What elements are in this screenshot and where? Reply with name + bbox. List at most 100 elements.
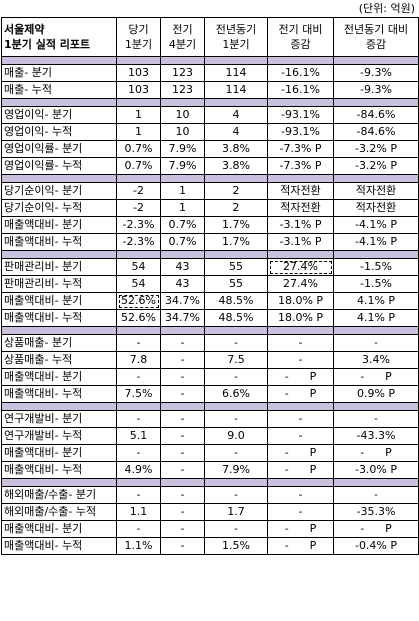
cell-yoy-change: -9.3%	[333, 64, 419, 82]
separator-cell	[116, 56, 161, 65]
separator-cell	[267, 478, 334, 487]
cell-qoq-change: -16.1%	[267, 81, 334, 99]
cell-prev-year-q: 48.5%	[204, 309, 268, 327]
table-row: 매출액대비- 분기 - - - - P- P	[1, 444, 419, 462]
separator-cell	[204, 174, 268, 183]
row-label: 판매관리비- 누적	[1, 275, 117, 293]
table-row: 매출액대비- 누적 4.9% -7.9% - P -3.0% P	[1, 461, 419, 479]
cell-yoy-change: -84.6%	[333, 123, 419, 141]
row-label: 영업이익- 누적	[1, 123, 117, 141]
row-label: 해외매출/수출- 누적	[1, 503, 117, 521]
cell-prev-q: 1	[160, 182, 205, 200]
cell-prev-q: 43	[160, 275, 205, 293]
cell-prev-year-q: 48.5%	[204, 292, 268, 310]
separator-cell	[160, 326, 205, 335]
table-row: 판매관리비- 분기 54 43 55 27.4% -1.5%	[1, 258, 419, 276]
cell-yoy-change: - P	[333, 444, 419, 462]
col-header-prev-q: 전기 4분기	[160, 17, 205, 57]
row-label: 매출액대비- 누적	[1, 385, 117, 403]
cell-prev-q: 43	[160, 258, 205, 276]
col-header-prev-year-q: 전년동기 1분기	[204, 17, 268, 57]
cell-prev-q: -	[160, 461, 205, 479]
row-label: 연구개발비- 누적	[1, 427, 117, 445]
cell-prev-year-q: 6.6%	[204, 385, 268, 403]
cell-prev-year-q: 1.5%	[204, 537, 268, 555]
cell-yoy-change: -4.1% P	[333, 216, 419, 234]
cell-current-q: 1.1	[116, 503, 161, 521]
table-row: 영업이익- 누적 1 10 4 -93.1% -84.6%	[1, 123, 419, 141]
cell-yoy-change: 0.9% P	[333, 385, 419, 403]
cell-yoy-change: -3.0% P	[333, 461, 419, 479]
separator-cell	[267, 250, 334, 259]
row-label: 당기순이익- 누적	[1, 199, 117, 217]
cell-qoq-change: 18.0% P	[267, 309, 334, 327]
cell-prev-q: 123	[160, 64, 205, 82]
row-label: 영업이익- 분기	[1, 106, 117, 124]
table-row: 매출액대비- 분기 52.6% 34.7% 48.5% 18.0% P 4.1% P	[1, 292, 419, 310]
performance-report-table: 서울제약 1분기 실적 리포트 당기 1분기 전기 4분기 전년동기 1분기 전기 대…	[1, 17, 419, 555]
cell-yoy-change: 4.1% P	[333, 292, 419, 310]
table-row: 매출- 분기 103 123 114 -16.1% -9.3%	[1, 64, 419, 82]
table-row: 영업이익률- 분기 0.7% 7.9% 3.8% -7.3% P -3.2% P	[1, 140, 419, 158]
cell-prev-q: -	[160, 351, 205, 369]
row-label: 매출액대비- 누적	[1, 309, 117, 327]
cell-qoq-change: 27.4%	[267, 258, 334, 276]
table-row: 매출액대비- 분기 - - - - P- P	[1, 368, 419, 386]
cell-prev-year-q: 1.7%	[204, 216, 268, 234]
cell-prev-year-q: 4	[204, 123, 268, 141]
cell-yoy-change: -3.2% P	[333, 157, 419, 175]
row-label: 매출액대비- 누적	[1, 233, 117, 251]
row-label: 상품매출- 누적	[1, 351, 117, 369]
cell-qoq-change: 적자전환	[267, 199, 334, 217]
company-name: 서울제약	[4, 23, 45, 36]
separator-cell	[116, 402, 161, 411]
cell-current-q: 7.8	[116, 351, 161, 369]
separator-cell	[160, 174, 205, 183]
cell-qoq-change: -	[267, 427, 334, 445]
section-separator	[1, 250, 419, 259]
cell-current-q: -	[116, 410, 161, 428]
table-row: 매출액대비- 누적 -2.3% 0.7% 1.7% -3.1% P -4.1% P	[1, 233, 419, 251]
cell-yoy-change: 4.1% P	[333, 309, 419, 327]
separator-cell	[160, 98, 205, 107]
cell-yoy-change: -84.6%	[333, 106, 419, 124]
separator-cell	[116, 326, 161, 335]
section-separator	[1, 56, 419, 65]
separator-cell	[1, 98, 117, 107]
cell-prev-q: -	[160, 486, 205, 504]
table-row: 판매관리비- 누적 54 43 55 27.4% -1.5%	[1, 275, 419, 293]
cell-prev-year-q: 114	[204, 64, 268, 82]
cell-yoy-change: 3.4%	[333, 351, 419, 369]
row-label: 매출액대비- 분기	[1, 216, 117, 234]
cell-prev-q: -	[160, 503, 205, 521]
cell-qoq-change: -3.1% P	[267, 216, 334, 234]
cell-yoy-change: 적자전환	[333, 199, 419, 217]
cell-yoy-change: -43.3%	[333, 427, 419, 445]
report-subtitle: 1분기 실적 리포트	[4, 38, 91, 51]
cell-current-q: 0.7%	[116, 140, 161, 158]
cell-prev-q: 0.7%	[160, 233, 205, 251]
cell-current-q: 54	[116, 275, 161, 293]
cell-current-q: 5.1	[116, 427, 161, 445]
cell-current-q: 103	[116, 81, 161, 99]
cell-prev-year-q: -	[204, 334, 268, 352]
cell-prev-q: -	[160, 537, 205, 555]
separator-cell	[267, 326, 334, 335]
separator-cell	[160, 402, 205, 411]
cell-current-q: -	[116, 486, 161, 504]
col-header-current-q: 당기 1분기	[116, 17, 161, 57]
separator-cell	[116, 174, 161, 183]
cell-prev-year-q: -	[204, 444, 268, 462]
cell-qoq-change: -93.1%	[267, 123, 334, 141]
cell-qoq-change: -	[267, 410, 334, 428]
cell-current-q: -	[116, 334, 161, 352]
cell-current-q: 52.6%	[116, 292, 161, 310]
cell-qoq-change: -	[267, 351, 334, 369]
cell-current-q: -	[116, 520, 161, 538]
separator-cell	[267, 174, 334, 183]
cell-qoq-change: -	[267, 334, 334, 352]
table-row: 매출액대비- 분기 - - - - P- P	[1, 520, 419, 538]
separator-cell	[116, 478, 161, 487]
cell-yoy-change: 적자전환	[333, 182, 419, 200]
col-header-yoy-change: 전년동기 대비 증감	[333, 17, 419, 57]
